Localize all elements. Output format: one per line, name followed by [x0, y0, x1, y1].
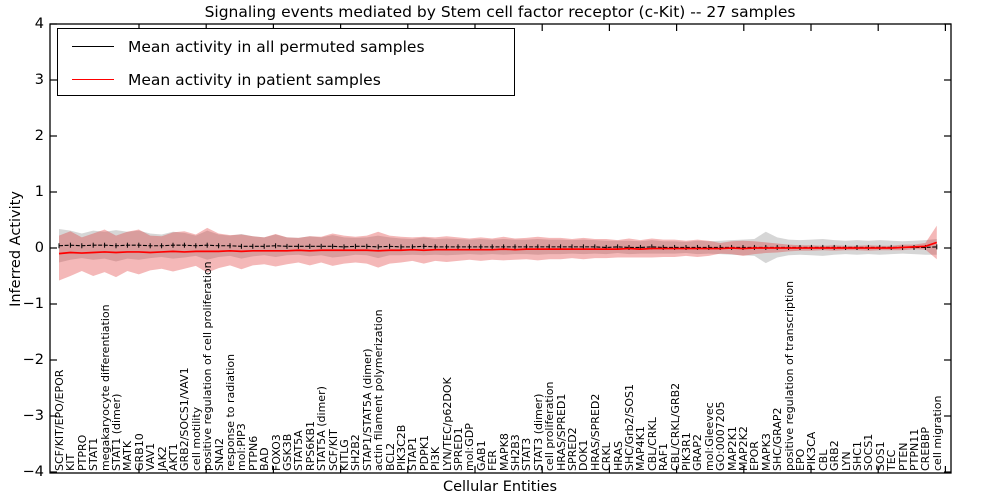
x-category-label: KIT	[64, 453, 78, 471]
x-axis-label: Cellular Entities	[442, 479, 558, 495]
plot-area	[58, 225, 938, 281]
legend-box: Mean activity in all permuted samples Me…	[57, 28, 515, 96]
x-category-label: positive regulation of transcription	[782, 280, 796, 471]
y-tick-label: −1	[22, 296, 44, 312]
x-category-label: BCL2	[383, 442, 397, 471]
legend-entry-permuted: Mean activity in all permuted samples	[58, 31, 514, 62]
x-category-label: GRAP2	[691, 434, 705, 471]
x-category-label: EPOR	[748, 441, 762, 471]
x-category-label: CBL/CRKL/GRB2	[668, 382, 682, 471]
x-category-label: GO:0007205	[714, 401, 728, 471]
x-category-label: positive regulation of cell proliferatio…	[201, 261, 215, 471]
x-category-label: MAP2K1	[725, 426, 739, 471]
patient-std-band	[59, 225, 937, 281]
x-category-label: STAT5A (dimer)	[315, 386, 329, 471]
x-category-label: PIK3CA	[805, 431, 819, 471]
x-category-label: RAF1	[657, 442, 671, 471]
x-category-label: BAD	[258, 447, 272, 471]
x-category-label: SH2B2	[349, 434, 363, 471]
legend-label-patient: Mean activity in patient samples	[128, 70, 381, 89]
legend-line-black	[72, 46, 114, 47]
y-tick-label: −2	[22, 352, 44, 368]
x-category-label: mol:GDP	[463, 423, 477, 471]
x-category-label: PTEN	[896, 442, 910, 471]
x-category-label: CREBBP	[919, 427, 933, 471]
x-category-label: HRAS/SPRED1	[554, 393, 568, 471]
y-tick-label: 0	[34, 240, 44, 256]
legend-entry-patient: Mean activity in patient samples	[58, 64, 514, 95]
x-category-label: STAT3	[520, 437, 534, 471]
legend-line-red	[72, 79, 114, 80]
x-category-label: CRKL	[600, 442, 614, 471]
permuted-std-band	[59, 228, 937, 264]
x-category-label: MAP4K1	[634, 426, 648, 471]
chart-title: Signaling events mediated by Stem cell f…	[204, 3, 796, 21]
y-tick-label: −4	[22, 464, 44, 480]
y-tick-label: 1	[34, 184, 44, 200]
x-category-label: cell proliferation	[543, 381, 557, 471]
y-tick-label: 2	[34, 128, 44, 144]
x-category-label: PI3K	[429, 446, 443, 471]
x-category-label: STAP1	[406, 436, 420, 471]
x-category-label: SHC/GRAP2	[771, 407, 785, 471]
x-category-label: LYN/TEC/p62DOK	[440, 377, 454, 471]
x-category-label: mol:PIP3	[235, 423, 249, 471]
x-category-label: SNAI2	[212, 438, 226, 471]
x-category-label: SOCS1	[862, 433, 876, 471]
x-category-label: MATK	[121, 440, 135, 471]
x-category-label: FER	[486, 450, 500, 471]
x-category-label: cell migration	[930, 395, 944, 471]
x-category-label: VAV1	[144, 442, 158, 471]
x-category-label: STAT1	[87, 437, 101, 471]
x-category-label: TEC	[885, 449, 899, 471]
x-category-label: STAT5A	[292, 430, 306, 471]
patient-mean-line	[58, 241, 938, 255]
x-category-label: SCF/KIT	[326, 429, 340, 471]
legend-label-permuted: Mean activity in all permuted samples	[128, 37, 425, 56]
y-tick-label: −3	[22, 408, 44, 424]
x-category-label: JAK2	[155, 446, 169, 471]
x-category-label: MAPK8	[497, 433, 511, 471]
x-category-label: actin filament polymerization	[372, 309, 386, 471]
x-category-label: DOK1	[577, 439, 591, 471]
y-tick-label: 4	[34, 16, 44, 32]
x-category-label: GRB2/SOCS1/VAV1	[178, 367, 192, 471]
x-category-label: LYN	[839, 451, 853, 471]
x-category-label: HRAS	[611, 441, 625, 471]
x-category-label: megakaryocyte differentiation	[98, 304, 112, 471]
x-category-label: FOXO3	[269, 434, 283, 471]
y-tick-label: 3	[34, 72, 44, 88]
x-category-label: GRB2	[828, 440, 842, 471]
